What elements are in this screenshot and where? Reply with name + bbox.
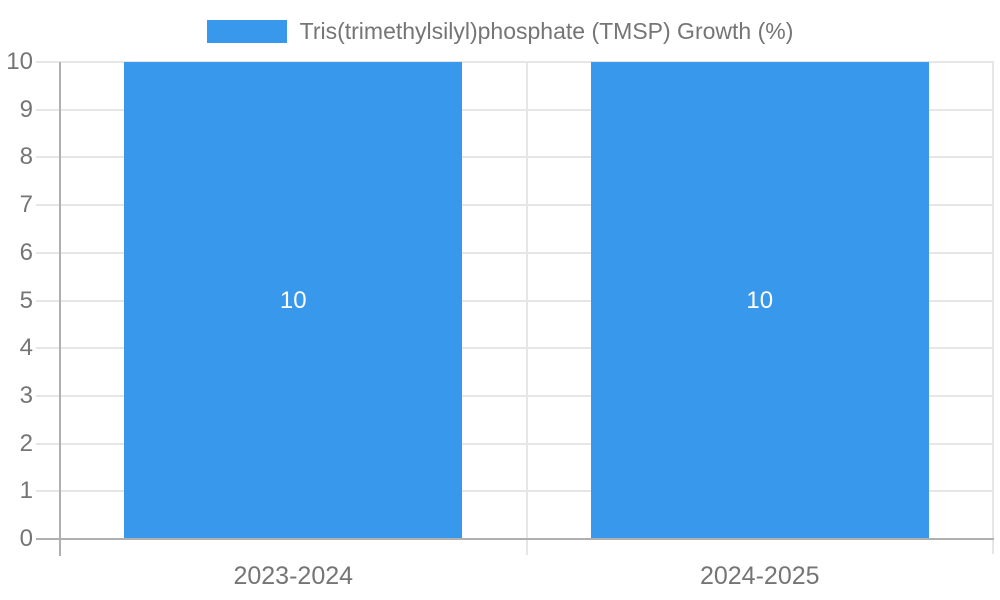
gridline [36, 490, 994, 493]
x-axis-line [36, 538, 994, 540]
plot-right-border [992, 62, 994, 554]
gridline [36, 156, 994, 159]
y-axis-line [59, 62, 61, 556]
y-tick-label: 1 [19, 477, 33, 505]
x-tick-label: 2024-2025 [699, 562, 820, 590]
category-separator [525, 62, 528, 555]
gridline [36, 442, 994, 445]
bar-value-label: 10 [746, 286, 774, 314]
y-tick-label: 6 [19, 238, 33, 266]
y-tick-label: 10 [6, 48, 33, 75]
y-tick-label: 9 [19, 95, 33, 123]
gridline [36, 61, 994, 63]
gridline [36, 394, 994, 397]
legend-swatch [206, 19, 287, 43]
gridline [36, 299, 994, 302]
y-tick-label: 0 [19, 525, 33, 552]
y-tick-label: 3 [19, 381, 33, 409]
legend[interactable]: Tris(trimethylsilyl)phosphate (TMSP) Gro… [0, 16, 1000, 46]
x-tick-label: 2023-2024 [233, 562, 354, 590]
y-tick-label: 2 [19, 429, 33, 457]
gridline [36, 108, 994, 111]
bar[interactable] [590, 62, 929, 539]
gridline [36, 204, 994, 207]
y-tick-label: 5 [19, 286, 33, 314]
y-tick-label: 7 [19, 191, 33, 219]
y-tick-label: 4 [19, 334, 33, 362]
bar-value-label: 10 [279, 286, 307, 314]
gridline [36, 251, 994, 254]
bar[interactable] [124, 62, 463, 539]
gridline [36, 347, 994, 350]
y-tick-label: 8 [19, 143, 33, 171]
legend-series-label: Tris(trimethylsilyl)phosphate (TMSP) Gro… [299, 17, 794, 44]
